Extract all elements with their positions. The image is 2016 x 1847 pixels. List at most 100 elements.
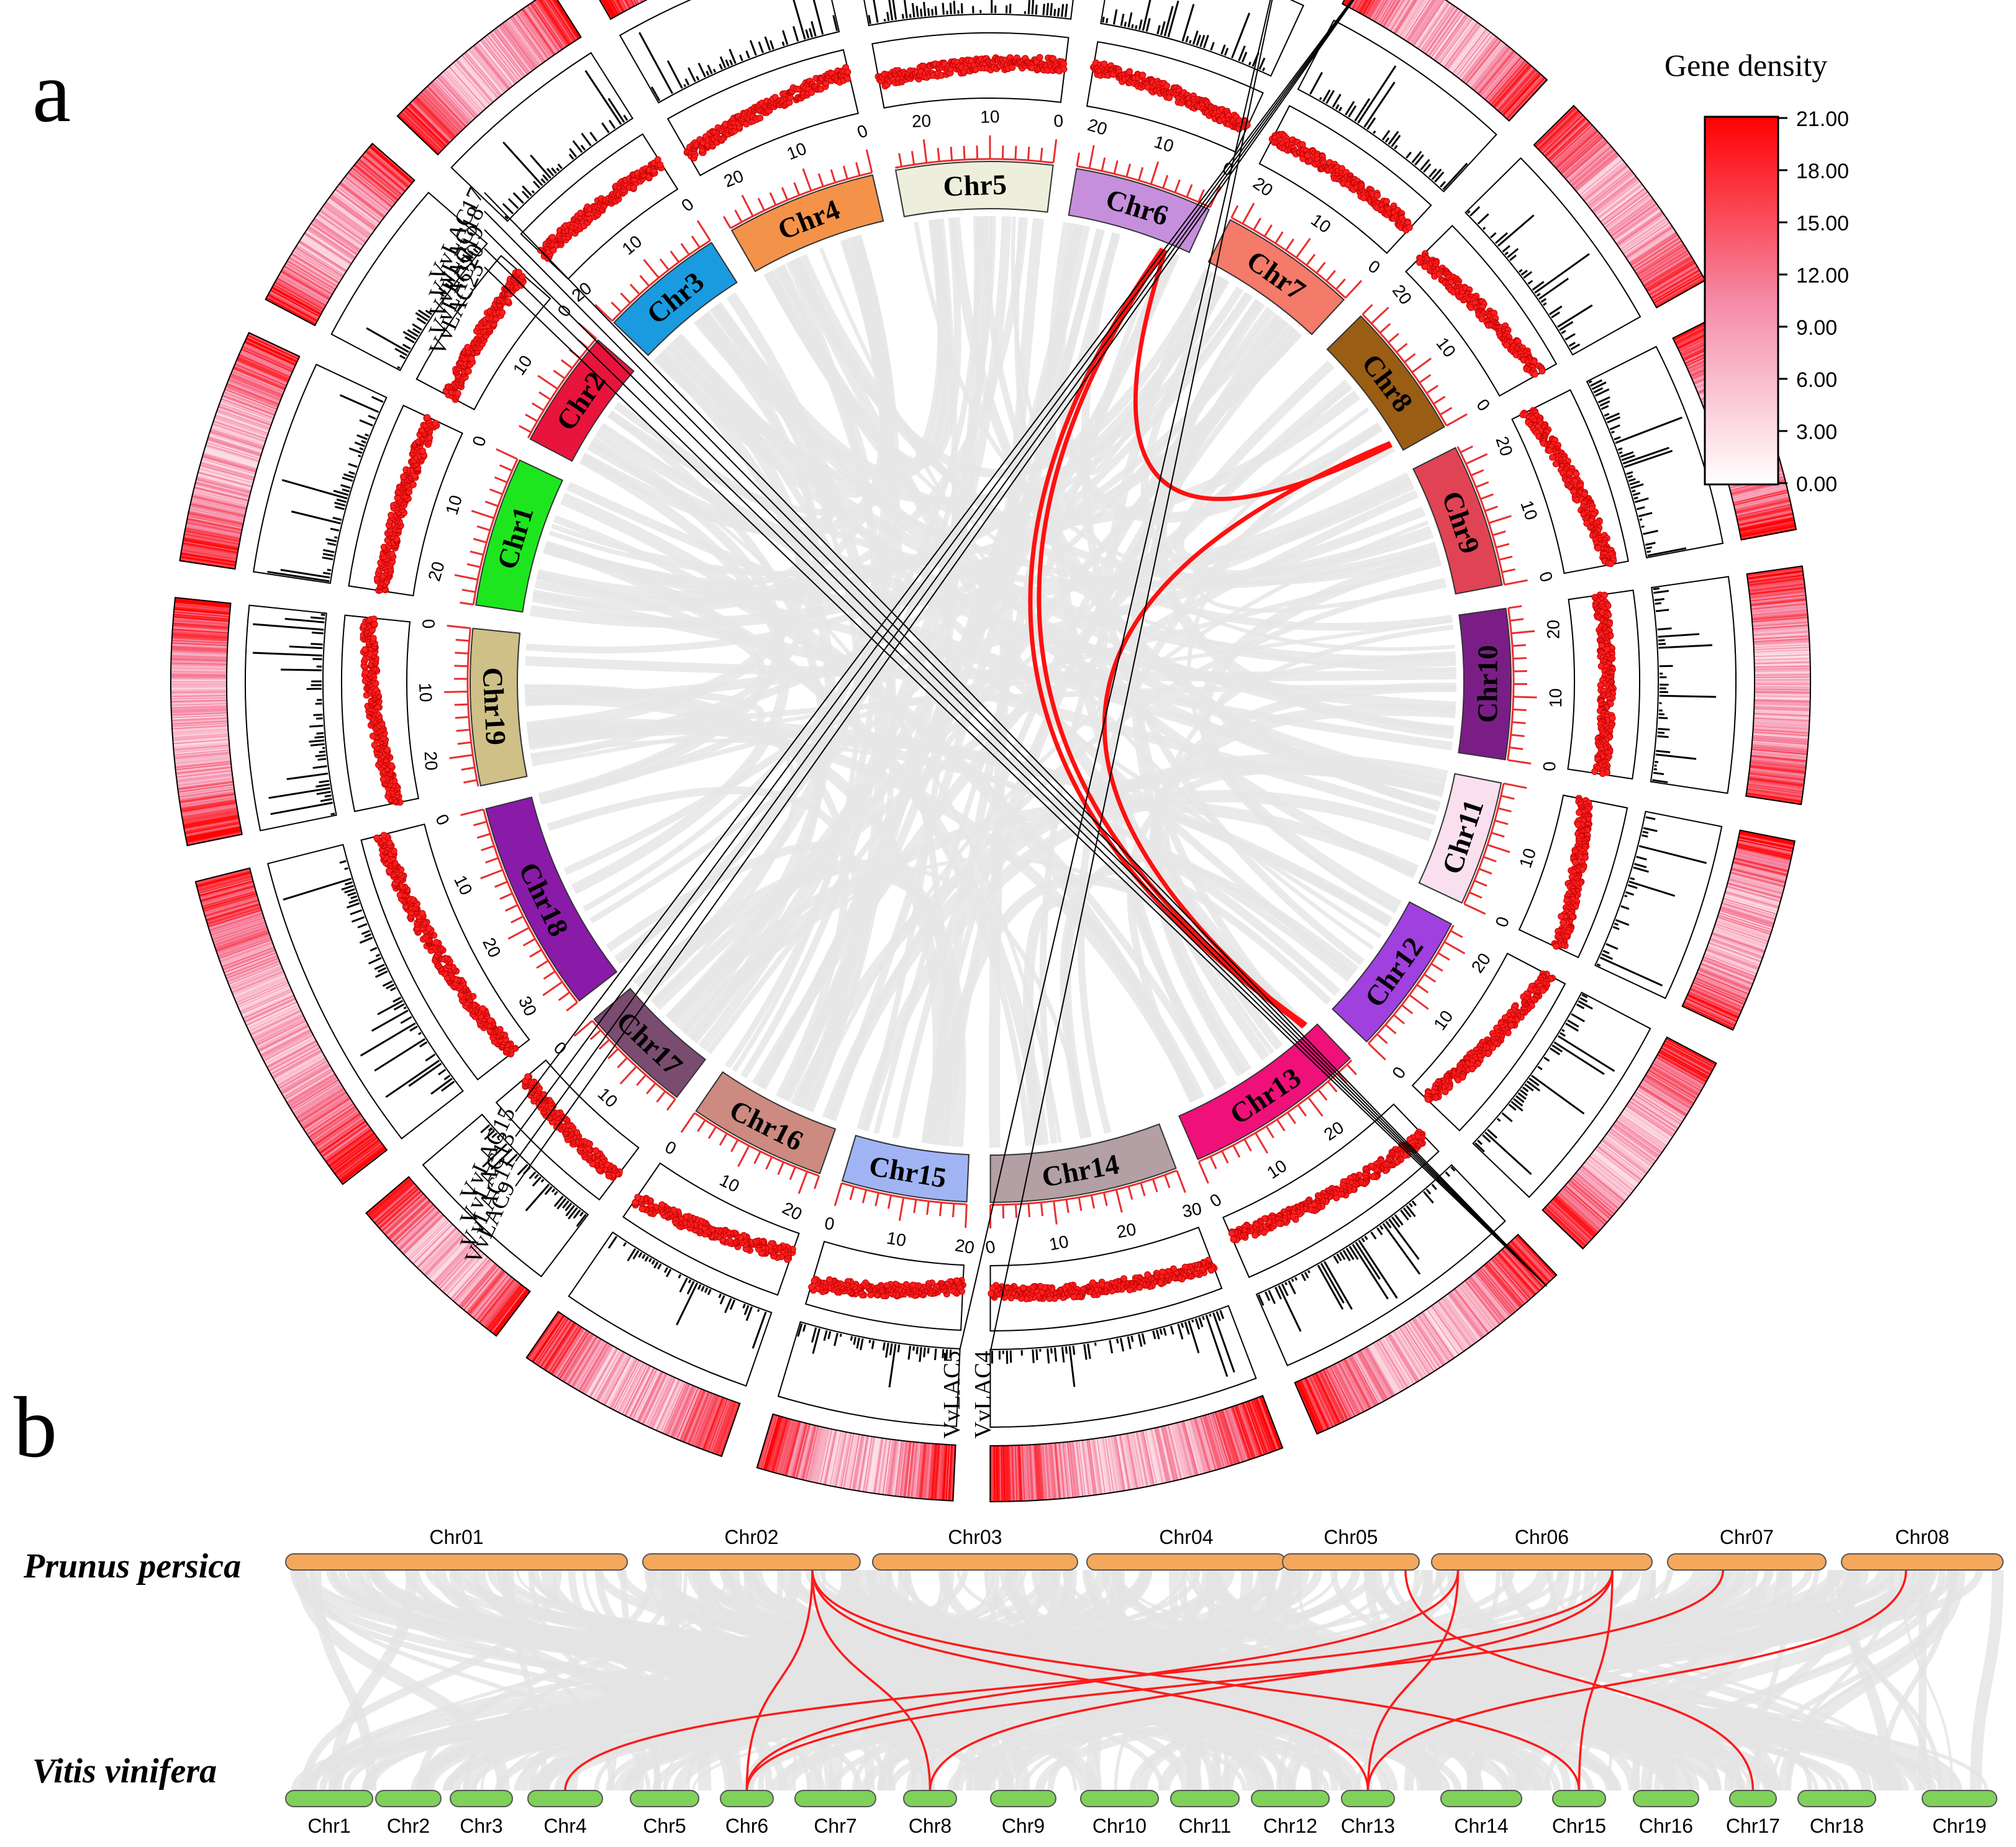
scatter-point xyxy=(844,75,851,83)
grey-link xyxy=(525,506,1426,707)
scatter-point xyxy=(1166,94,1173,101)
red-link-Chr8-Chr6 xyxy=(1133,249,1393,501)
histogram-bar xyxy=(325,538,337,543)
scatter-point xyxy=(1549,453,1556,461)
histogram-bar xyxy=(334,506,345,511)
grey-link xyxy=(606,842,871,1112)
histogram-bar xyxy=(1655,761,1659,763)
histogram-bar xyxy=(343,473,355,479)
histogram-bar xyxy=(1248,61,1251,66)
histogram-bar xyxy=(442,271,456,283)
histogram-bar xyxy=(365,433,370,437)
histogram-bar xyxy=(334,536,338,539)
histogram-bar xyxy=(1646,550,1651,553)
scatter-point xyxy=(1560,919,1567,926)
grey-link xyxy=(633,859,966,1147)
red-link-Chr13-Chr6 xyxy=(1037,248,1307,1027)
grey-link xyxy=(615,216,996,964)
histogram-bar xyxy=(322,549,335,553)
histogram-bar xyxy=(450,268,460,276)
tick-mark xyxy=(470,550,484,556)
histogram-bar xyxy=(418,309,430,319)
tick-mark xyxy=(476,525,491,532)
histogram-bar xyxy=(358,455,361,458)
scatter-point xyxy=(1060,65,1068,73)
grey-link xyxy=(1055,223,1383,523)
grey-link xyxy=(525,684,797,1004)
histogram-track xyxy=(330,191,488,371)
histogram-bar xyxy=(412,323,422,331)
tick-mark xyxy=(525,413,538,422)
tick-mark xyxy=(1512,721,1526,724)
histogram-bar xyxy=(1646,546,1653,550)
histogram-bar xyxy=(280,569,330,579)
density-cell xyxy=(276,276,327,306)
scatter-point xyxy=(1576,809,1583,816)
histogram-bar xyxy=(1610,430,1615,434)
histogram-bar xyxy=(781,41,785,47)
scatter-point xyxy=(419,447,426,455)
histogram-bar xyxy=(1642,830,1649,834)
grey-link xyxy=(655,352,836,1034)
scale-baseline xyxy=(527,338,597,438)
histogram-bar xyxy=(1657,627,1672,631)
histogram-bar xyxy=(1619,451,1623,455)
grey-link xyxy=(642,864,1092,1138)
histogram-bar xyxy=(416,317,427,325)
tick-mark xyxy=(499,464,513,472)
grey-link xyxy=(873,250,1171,1135)
histogram-bar xyxy=(394,348,407,356)
scale-baseline xyxy=(472,458,519,605)
tick-mark xyxy=(531,402,545,411)
tick-mark xyxy=(489,488,503,496)
histogram-bar xyxy=(476,246,481,251)
tick-label: 0 xyxy=(1540,761,1559,771)
histogram-bar xyxy=(1639,518,1643,521)
panel-label-a: a xyxy=(32,44,71,140)
scatter-point xyxy=(424,414,431,421)
histogram-bar xyxy=(1633,496,1638,500)
grey-link xyxy=(671,874,954,1146)
histogram-bar xyxy=(371,396,384,403)
scatter-point xyxy=(515,269,522,276)
histogram-bar xyxy=(458,265,465,271)
histogram-track xyxy=(253,363,388,584)
grey-link xyxy=(571,453,790,894)
histogram-bar xyxy=(1319,97,1322,101)
grey-link xyxy=(698,216,1012,1051)
histogram-bar xyxy=(1657,731,1665,734)
grey-synteny-links xyxy=(524,216,1457,1148)
scatter-point xyxy=(499,309,506,316)
histogram-bar xyxy=(322,556,334,561)
histogram-bar xyxy=(1131,24,1134,29)
histogram-bar xyxy=(447,279,453,285)
histogram-bar xyxy=(440,293,445,297)
tick-label: 10 xyxy=(980,107,1000,127)
red-link-Chr13-Chr6 xyxy=(1028,247,1306,1028)
scatter-point xyxy=(1139,71,1146,79)
tick-mark xyxy=(1512,708,1527,712)
histogram-bar xyxy=(438,287,447,294)
tick-mark xyxy=(976,145,979,160)
histogram-bar xyxy=(1632,489,1636,492)
histogram-bar xyxy=(1641,525,1645,529)
scatter-point xyxy=(549,234,556,241)
chr-label-chr5: Chr5 xyxy=(943,168,1007,202)
scatter-point xyxy=(1126,68,1133,75)
tick-mark xyxy=(454,574,478,581)
grey-link xyxy=(828,228,1105,1122)
tick-mark xyxy=(461,589,476,593)
tick-mark xyxy=(1040,147,1043,162)
grey-link xyxy=(583,216,982,912)
chr-label-chr10: Chr10 xyxy=(1471,645,1504,723)
histogram-bar xyxy=(340,484,351,489)
tick-label: 0 xyxy=(1053,111,1064,130)
histogram-bar xyxy=(402,330,417,340)
histogram-bar xyxy=(1654,765,1657,767)
grey-link xyxy=(589,309,1276,924)
scatter-point xyxy=(1599,770,1606,777)
scatter-point xyxy=(1036,54,1043,61)
histogram-bar xyxy=(931,9,934,16)
scatter-point xyxy=(1163,82,1171,89)
